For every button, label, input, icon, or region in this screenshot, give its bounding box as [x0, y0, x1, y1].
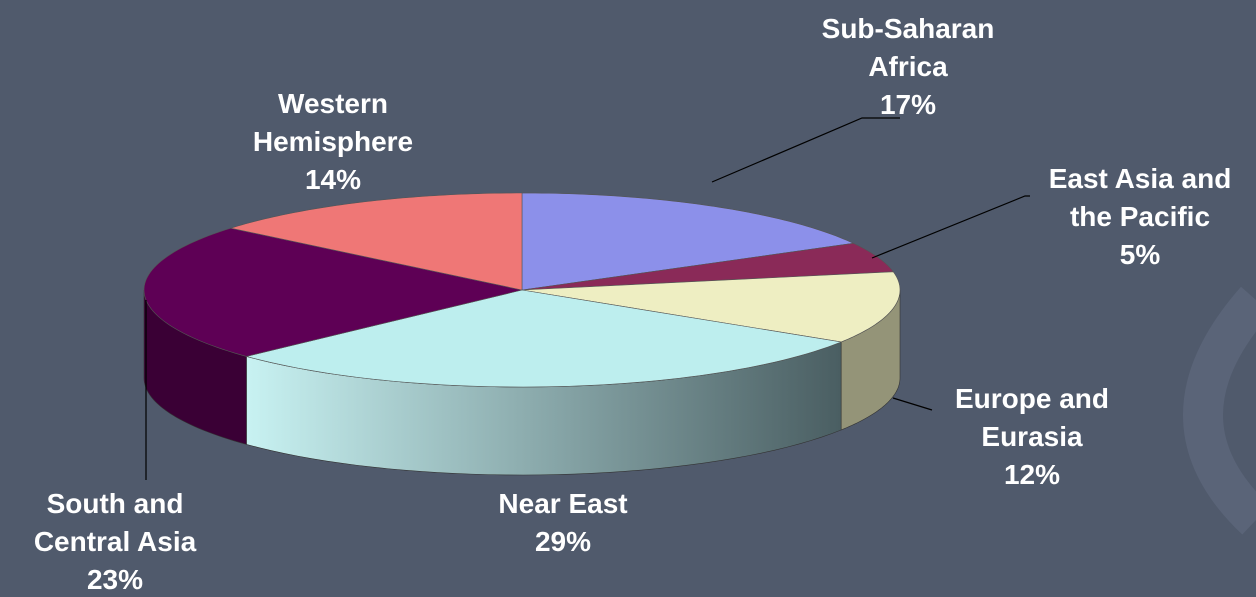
leader-line — [892, 397, 933, 411]
category-name: South and Central Asia — [33, 488, 197, 557]
slice-label: Sub-Saharan Africa 17% — [793, 10, 1023, 124]
slice-label: Western Hemisphere 14% — [223, 85, 443, 199]
background-swirl — [1183, 286, 1256, 535]
slice — [143, 227, 523, 357]
leader-line — [871, 195, 1030, 259]
slice-label: South and Central Asia 23% — [15, 485, 215, 597]
value-label: 12% — [1003, 459, 1061, 490]
category-name: Sub-Saharan Africa — [821, 13, 995, 82]
value-label: 5% — [1119, 239, 1161, 270]
slice-label: Europe and Eurasia 12% — [932, 380, 1132, 494]
category-name: Western Hemisphere — [252, 88, 414, 157]
value-label: 17% — [879, 89, 937, 120]
category-name: Near East — [498, 488, 628, 519]
value-label: 29% — [534, 526, 592, 557]
slice — [229, 192, 523, 291]
value-label: 23% — [86, 564, 144, 595]
category-name: East Asia and the Pacific — [1048, 163, 1232, 232]
value-label: 14% — [304, 164, 362, 195]
slice — [521, 271, 901, 343]
leader-line — [711, 117, 900, 183]
slice — [246, 289, 843, 388]
slice-label: East Asia and the Pacific 5% — [1033, 160, 1248, 274]
slice — [521, 192, 855, 291]
category-name: Europe and Eurasia — [954, 383, 1109, 452]
slice — [521, 242, 894, 291]
slice-label: Near East 29% — [453, 485, 673, 561]
